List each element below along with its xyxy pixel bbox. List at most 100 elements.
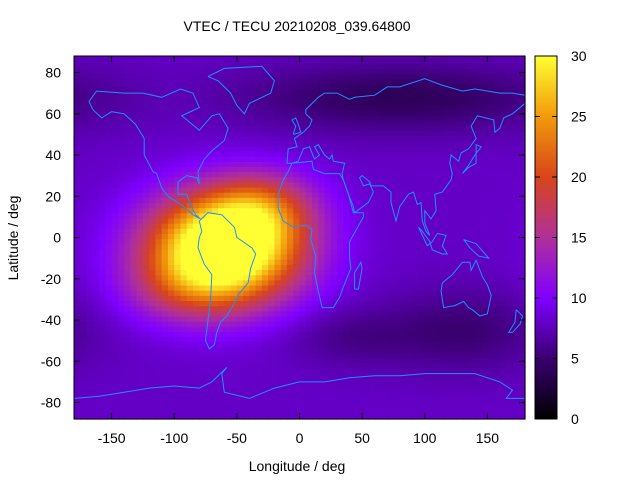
heatmap-cell (481, 284, 489, 291)
heatmap-cell (499, 413, 507, 420)
heatmap-cell (161, 56, 169, 59)
heatmap-cell (92, 274, 100, 281)
heatmap-cell (293, 83, 301, 90)
heatmap-cell (380, 156, 388, 162)
heatmap-cell (193, 398, 200, 405)
heatmap-cell (80, 78, 88, 85)
heatmap-cell (324, 377, 332, 384)
heatmap-cell (412, 284, 420, 291)
heatmap-cell (355, 58, 363, 64)
heatmap-cell (468, 331, 476, 338)
heatmap-cell (349, 357, 357, 363)
heatmap-cell (355, 248, 363, 255)
heatmap-cell (124, 279, 131, 286)
heatmap-cell (174, 346, 182, 353)
heatmap-cell (80, 295, 88, 302)
heatmap-cell (255, 217, 263, 224)
heatmap-cell (418, 94, 426, 100)
heatmap-cell (481, 166, 489, 173)
heatmap-cell (205, 243, 213, 250)
heatmap-cell (462, 326, 470, 332)
heatmap-cell (318, 259, 326, 265)
heatmap-cell (218, 58, 225, 64)
heatmap-cell (74, 284, 81, 291)
heatmap-cell (487, 279, 495, 286)
heatmap-cell (236, 63, 244, 69)
heatmap-cell (218, 83, 225, 90)
heatmap-cell (493, 212, 501, 219)
heatmap-cell (105, 83, 113, 90)
heatmap-cell (293, 171, 301, 178)
heatmap-cell (462, 233, 470, 240)
heatmap-cell (280, 377, 288, 384)
heatmap-cell (218, 63, 225, 69)
heatmap-cell (318, 171, 326, 178)
heatmap-cell (362, 254, 369, 260)
heatmap-cell (155, 362, 163, 369)
heatmap-cell (368, 150, 376, 157)
heatmap-cell (243, 398, 250, 405)
heatmap-cell (117, 109, 125, 116)
heatmap-cell (286, 243, 294, 250)
heatmap-cell (124, 58, 131, 64)
heatmap-cell (174, 89, 182, 95)
heatmap-cell (405, 56, 413, 59)
heatmap-cell (167, 140, 175, 147)
heatmap-cell (261, 78, 269, 85)
heatmap-cell (155, 217, 163, 224)
heatmap-cell (324, 212, 332, 219)
heatmap-cell (117, 114, 125, 121)
heatmap-cell (305, 192, 313, 198)
heatmap-cell (92, 171, 100, 178)
heatmap-cell (261, 212, 269, 219)
heatmap-cell (268, 259, 276, 265)
heatmap-cell (387, 202, 395, 209)
heatmap-cell (286, 393, 294, 399)
heatmap-cell (443, 68, 451, 75)
heatmap-cell (261, 357, 269, 363)
heatmap-cell (431, 403, 438, 410)
heatmap-cell (124, 207, 131, 214)
heatmap-cell (506, 166, 514, 173)
heatmap-cell (487, 130, 495, 137)
heatmap-cell (167, 197, 175, 204)
heatmap-cell (355, 274, 363, 281)
heatmap-cell (424, 346, 432, 353)
heatmap-cell (80, 346, 88, 353)
heatmap-cell (261, 125, 269, 131)
heatmap-cell (186, 125, 194, 131)
heatmap-cell (230, 269, 238, 276)
heatmap-cell (418, 233, 426, 240)
heatmap-cell (130, 56, 138, 59)
heatmap-cell (330, 217, 338, 224)
heatmap-cell (368, 78, 376, 85)
heatmap-cell (481, 68, 489, 75)
heatmap-cell (243, 388, 250, 394)
heatmap-cell (167, 300, 175, 307)
heatmap-cell (218, 290, 225, 296)
heatmap-cell (92, 63, 100, 69)
heatmap-cell (180, 269, 188, 276)
heatmap-cell (261, 161, 269, 167)
heatmap-cell (249, 109, 257, 116)
heatmap-cell (412, 217, 420, 224)
heatmap-cell (468, 403, 476, 410)
heatmap-cell (211, 56, 219, 59)
heatmap-cell (92, 382, 100, 389)
heatmap-cell (186, 351, 194, 358)
heatmap-cell (280, 284, 288, 291)
heatmap-cell (199, 63, 207, 69)
heatmap-cell (412, 202, 420, 209)
heatmap-cell (274, 171, 282, 178)
heatmap-cell (324, 357, 332, 363)
heatmap-cell (374, 362, 382, 369)
heatmap-cell (205, 109, 213, 116)
heatmap-cell (167, 393, 175, 399)
heatmap-cell (161, 321, 169, 327)
heatmap-cell (456, 109, 463, 116)
heatmap-cell (293, 63, 301, 69)
heatmap-cell (368, 176, 376, 183)
heatmap-cell (399, 408, 407, 415)
heatmap-cell (412, 290, 420, 296)
heatmap-cell (487, 351, 495, 358)
